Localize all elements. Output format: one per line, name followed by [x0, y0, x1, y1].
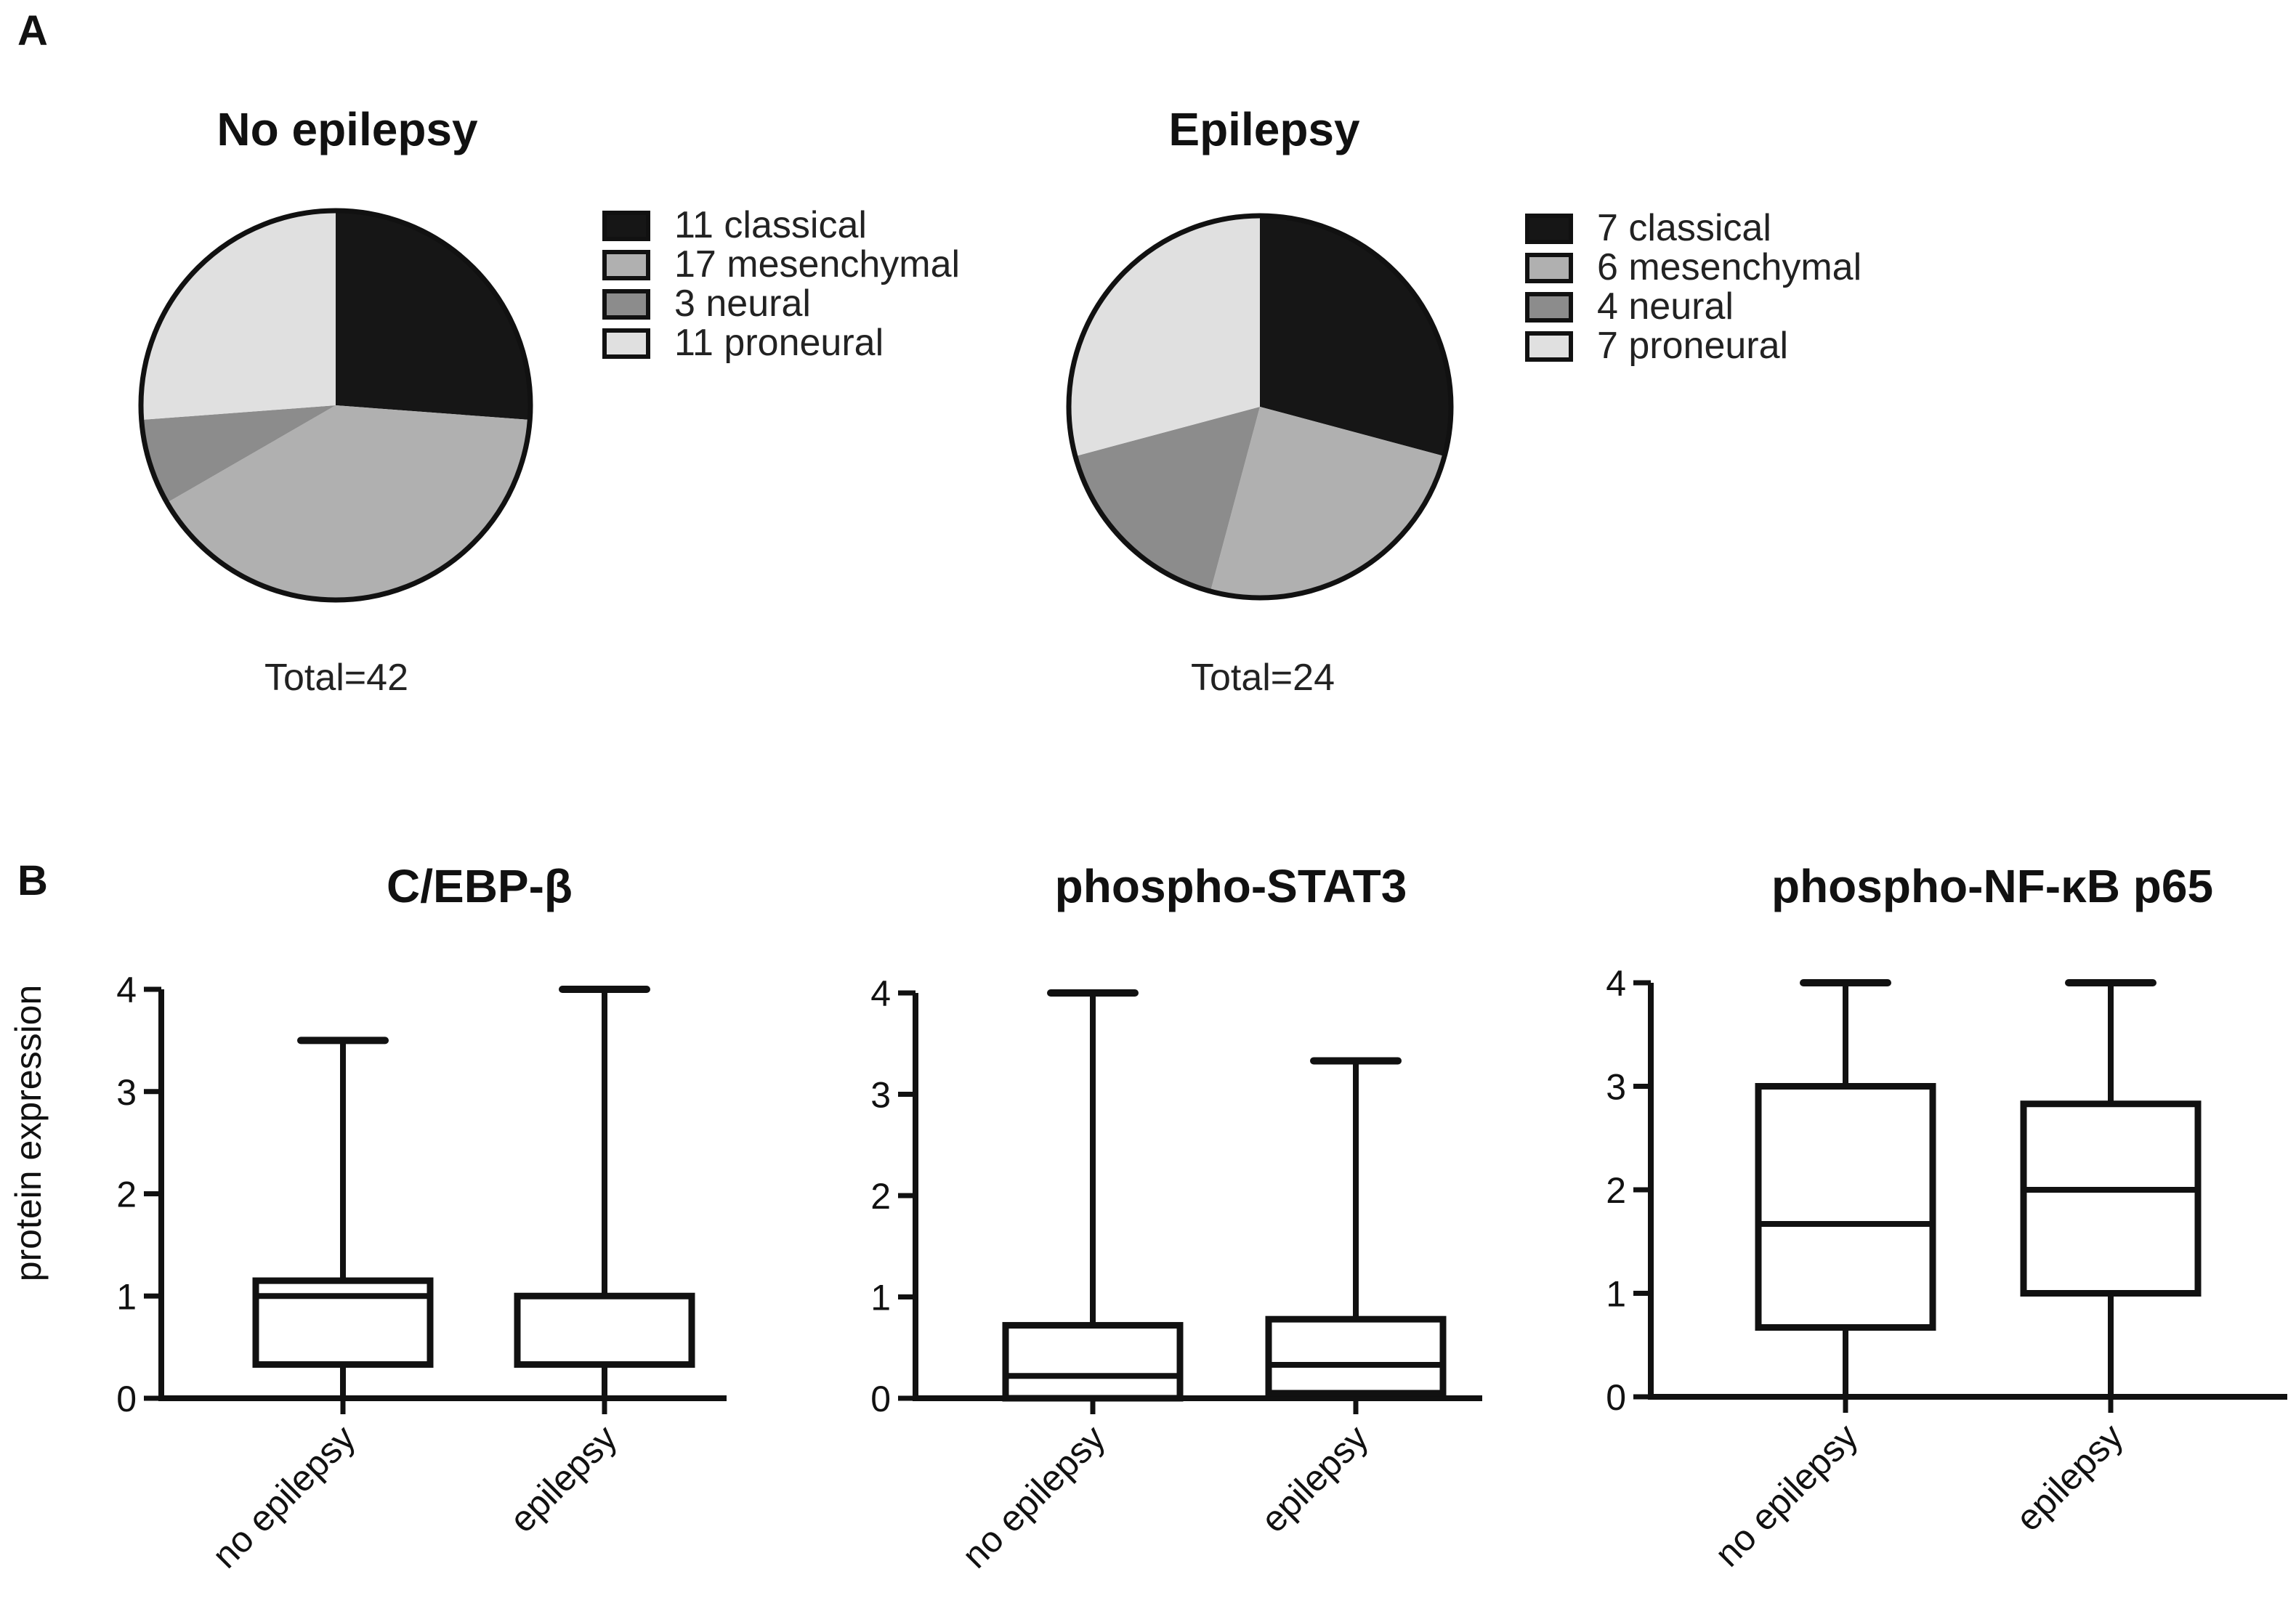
- axes: [144, 986, 727, 1401]
- pie-total: Total=42: [264, 657, 408, 699]
- y-tick-label: 3: [1606, 1067, 1626, 1108]
- panel-b-label: B: [17, 857, 48, 904]
- pie-slice-proneural: [1068, 215, 1260, 457]
- x-categories: no epilepsy epilepsy: [204, 1417, 624, 1575]
- pie-outline: [138, 208, 533, 603]
- pie-title: Epilepsy: [1168, 103, 1360, 155]
- y-tick-label: 0: [116, 1379, 137, 1419]
- boxplot-title: phospho-STAT3: [1055, 860, 1407, 912]
- legend-label-proneural: 11 proneural: [674, 322, 884, 364]
- x-category-label: no epilepsy: [1707, 1416, 1865, 1574]
- boxes: [252, 986, 695, 1414]
- y-tick-label: 4: [1606, 963, 1626, 1004]
- legend-label-classical: 7 classical: [1597, 207, 1771, 249]
- pie-slice-mesenchymal: [166, 405, 530, 600]
- y-ticks: 0 1 2 3 4: [1606, 963, 1626, 1418]
- pie-title: No epilepsy: [217, 103, 478, 155]
- legend-label-classical: 11 classical: [674, 204, 867, 246]
- box-iqr: [2020, 1100, 2202, 1297]
- legend-swatch-mesenchymal: [1525, 253, 1573, 283]
- x-category-label: epilepsy: [501, 1417, 624, 1540]
- y-tick-label: 2: [1606, 1170, 1626, 1211]
- pie-legend: 7 classical 6 mesenchymal 4 neural 7 pro…: [1525, 207, 1862, 367]
- box-iqr: [1755, 1083, 1936, 1331]
- pie-slice-classical: [336, 211, 530, 421]
- legend-label-neural: 3 neural: [674, 283, 811, 325]
- boxplot-cebp-beta: C/EBP-β protein expression 0 1 2 3 4 no …: [8, 860, 727, 1576]
- pie-chart-epilepsy: Epilepsy 7 classical 6 mesenchymal 4 neu…: [1066, 103, 1862, 699]
- legend-swatch-mesenchymal: [602, 250, 650, 280]
- box-epilepsy: [2020, 979, 2202, 1413]
- x-category-label: epilepsy: [2008, 1416, 2130, 1538]
- y-tick-label: 1: [116, 1276, 137, 1317]
- legend-swatch-neural: [1525, 292, 1573, 323]
- pie-slices: [1066, 213, 1454, 601]
- box-no-epilepsy: [1755, 979, 1936, 1413]
- y-tick-label: 1: [870, 1278, 891, 1318]
- boxplot-title: C/EBP-β: [387, 860, 573, 912]
- box-iqr: [514, 1292, 695, 1368]
- box-epilepsy: [514, 986, 695, 1414]
- legend-swatch-proneural: [1525, 331, 1573, 362]
- legend-swatch-classical: [602, 211, 650, 241]
- legend-label-neural: 4 neural: [1597, 285, 1734, 328]
- boxes: [1755, 979, 2202, 1413]
- x-category-label: epilepsy: [1253, 1417, 1375, 1540]
- axes: [1633, 980, 2287, 1400]
- y-tick-label: 0: [870, 1379, 891, 1419]
- x-categories: no epilepsy epilepsy: [954, 1417, 1375, 1575]
- legend-label-mesenchymal: 6 mesenchymal: [1597, 246, 1862, 288]
- boxplot-phospho-stat3: phospho-STAT3 0 1 2 3 4 no epilepsy epil…: [870, 860, 1482, 1576]
- box-epilepsy: [1265, 1057, 1447, 1414]
- legend-swatch-neural: [602, 289, 650, 320]
- x-categories: no epilepsy epilepsy: [1707, 1416, 2130, 1574]
- legend-label-proneural: 7 proneural: [1597, 325, 1788, 367]
- box-iqr: [1265, 1315, 1447, 1397]
- y-ticks: 0 1 2 3 4: [116, 970, 137, 1419]
- box-iqr: [1002, 1322, 1184, 1402]
- box-no-epilepsy: [252, 1037, 434, 1414]
- y-tick-label: 4: [870, 973, 891, 1014]
- pie-slices: [138, 208, 533, 603]
- pie-slice-classical: [1260, 216, 1452, 457]
- pie-slice-neural: [1075, 407, 1260, 592]
- y-ticks: 0 1 2 3 4: [870, 973, 891, 1419]
- y-axis-label: protein expression: [8, 985, 49, 1282]
- y-tick-label: 3: [116, 1072, 137, 1113]
- x-category-label: no epilepsy: [954, 1417, 1112, 1575]
- panel-a-label: A: [17, 7, 48, 54]
- y-tick-label: 2: [870, 1176, 891, 1217]
- y-tick-label: 3: [870, 1075, 891, 1116]
- boxplot-phospho-nfkb-p65: phospho-NF-κB p65 0 1 2 3 4 no epilepsy …: [1606, 860, 2287, 1575]
- y-tick-label: 0: [1606, 1377, 1626, 1418]
- pie-total: Total=24: [1191, 657, 1335, 699]
- x-category-label: no epilepsy: [204, 1417, 363, 1575]
- pie-legend: 11 classical 17 mesenchymal 3 neural 11 …: [602, 204, 960, 364]
- pie-slice-proneural: [141, 211, 336, 421]
- box-no-epilepsy: [1002, 989, 1184, 1414]
- boxplot-title: phospho-NF-κB p65: [1771, 860, 2213, 912]
- pie-slice-neural: [141, 405, 336, 503]
- pie-chart-no-epilepsy: No epilepsy 11 classical 17 mesenchymal …: [138, 103, 960, 699]
- boxes: [1002, 989, 1447, 1414]
- y-tick-label: 1: [1606, 1274, 1626, 1315]
- y-tick-label: 4: [116, 970, 137, 1010]
- pie-outline: [1066, 213, 1454, 601]
- legend-swatch-classical: [1525, 214, 1573, 244]
- y-tick-label: 2: [116, 1175, 137, 1215]
- legend-label-mesenchymal: 17 mesenchymal: [674, 243, 960, 285]
- legend-swatch-proneural: [602, 328, 650, 359]
